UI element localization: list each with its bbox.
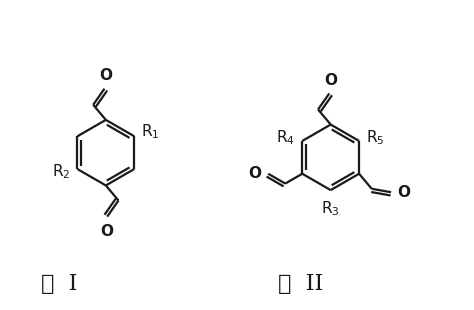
Text: O: O [248, 166, 261, 181]
Text: 式  I: 式 I [41, 273, 77, 295]
Text: O: O [100, 224, 114, 239]
Text: O: O [100, 68, 112, 83]
Text: R$_2$: R$_2$ [52, 162, 71, 181]
Text: R$_5$: R$_5$ [366, 128, 384, 147]
Text: O: O [324, 73, 337, 88]
Text: R$_4$: R$_4$ [276, 128, 295, 147]
Text: O: O [398, 185, 410, 200]
Text: R$_3$: R$_3$ [321, 200, 340, 218]
Text: 式  II: 式 II [278, 273, 323, 295]
Text: R$_1$: R$_1$ [141, 122, 160, 141]
